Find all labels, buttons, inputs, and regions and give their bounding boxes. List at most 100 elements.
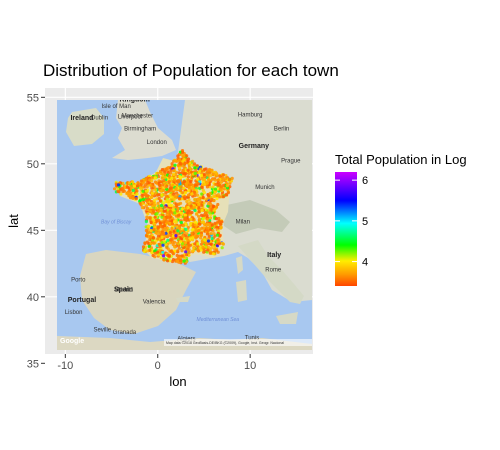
town-point [176,256,180,260]
town-point [183,195,187,199]
town-point [173,159,177,163]
town-point [211,172,215,176]
town-point [216,181,220,185]
town-point [202,191,206,195]
town-point [175,209,180,213]
town-point [215,196,219,201]
town-point [147,244,151,248]
town-point [211,205,216,209]
town-point [178,158,182,162]
town-point [210,207,214,211]
town-point [144,219,148,224]
town-point [206,222,210,226]
town-point [156,171,160,175]
town-point [178,240,183,244]
map-label: Madrid [114,287,132,293]
town-point [201,220,206,224]
town-point [221,173,225,177]
town-point [170,176,174,180]
map-label: Berlin [274,127,289,133]
town-point [165,197,169,201]
town-point [170,222,174,226]
town-point [211,185,215,189]
town-point [144,183,148,187]
town-point [155,231,159,236]
town-point [182,162,187,166]
town-point [177,213,181,217]
sicily-land [276,312,298,324]
town-point [129,184,133,188]
town-point [148,248,152,252]
town-point [208,211,212,215]
town-point [184,208,188,212]
town-point [190,210,194,215]
town-point [175,259,179,263]
town-point [200,226,204,230]
town-point [181,150,185,154]
town-point [173,194,177,198]
town-point [147,181,151,185]
town-point [201,217,205,221]
town-point [157,196,161,201]
town-point [171,258,175,262]
town-point [121,181,125,185]
town-point [175,253,179,258]
town-point [150,189,154,193]
town-point [186,175,190,179]
town-point [192,162,197,166]
town-point [161,225,165,229]
town-point [205,226,209,230]
town-point [201,245,205,249]
sardinia-land [236,280,247,302]
map-label: Lisbon [65,310,83,316]
town-point [193,166,197,170]
town-point [214,217,218,221]
town-point [185,253,189,257]
town-point [191,249,195,253]
town-point [227,178,232,182]
town-point [218,195,222,199]
town-point [166,259,170,263]
town-point [213,245,217,249]
town-point [162,228,166,232]
town-point [170,238,174,242]
town-point [169,171,173,175]
town-point [116,189,120,193]
town-point [212,194,216,198]
town-point [216,220,220,224]
town-point [192,190,197,194]
town-point [138,186,142,190]
town-point [226,191,230,195]
town-point [155,206,159,210]
iberia-land [80,250,196,334]
town-point [168,209,172,213]
town-point [120,186,124,190]
x-axis-label: lon [169,374,186,389]
town-point [169,189,173,193]
town-point [221,195,225,199]
town-point [127,181,132,185]
town-point [170,226,174,231]
town-point [218,174,222,178]
town-point [170,203,174,207]
town-point [178,176,183,180]
town-point [156,201,160,205]
town-point [175,225,179,229]
map-label: Granada [113,330,137,336]
town-point [214,170,218,174]
town-point [197,222,202,226]
town-point [183,213,187,217]
town-point [185,154,189,158]
town-point [201,195,205,200]
town-point [205,213,209,218]
town-point [206,239,211,243]
town-point [182,180,186,184]
town-point [221,177,225,181]
town-point [144,204,148,208]
town-point [219,185,223,189]
town-point [184,227,188,231]
italy-land [238,240,304,304]
town-point [153,188,157,192]
town-point [165,245,169,250]
town-point [147,197,151,201]
